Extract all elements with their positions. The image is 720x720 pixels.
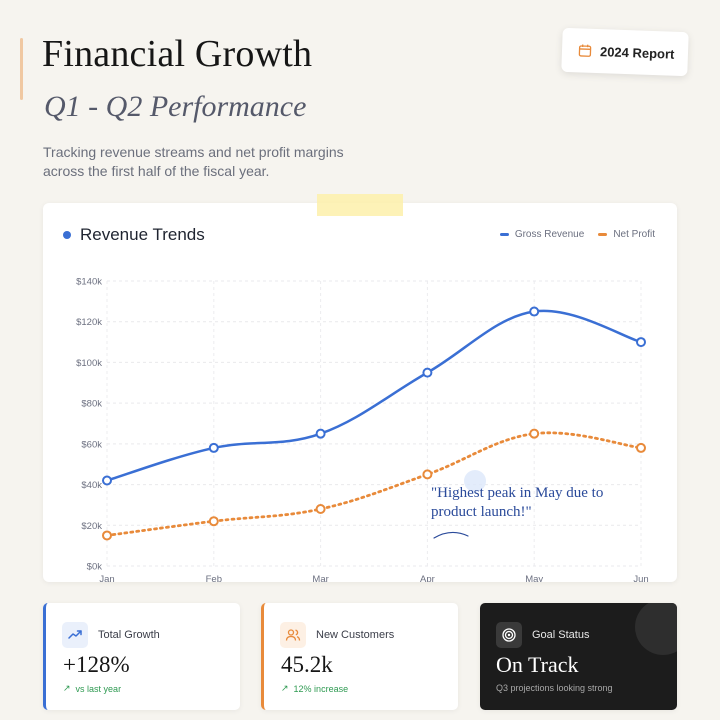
stat-card-total-growth[interactable]: Total Growth +128% ↗ vs last year — [43, 603, 240, 710]
chart-header: Revenue Trends — [63, 225, 205, 245]
y-tick-label: $60k — [81, 439, 102, 450]
stat-note: ↗ 12% increase — [281, 683, 348, 694]
data-point — [102, 475, 112, 486]
annotation-text: "Highest peak in May due to — [431, 485, 603, 501]
decorative-tape — [317, 194, 403, 216]
stat-note-text: vs last year — [75, 683, 122, 694]
data-point — [636, 337, 646, 348]
chart-title: Revenue Trends — [80, 225, 205, 244]
report-badge-label: 2024 Report — [599, 43, 675, 62]
revenue-chart: $0k $20k $40k $60k $80k $100k $120k $140k Jan Feb… — [76, 277, 649, 583]
y-tick-label: $80k — [81, 399, 102, 410]
stat-note: Q3 projections looking strong — [496, 683, 613, 693]
annotation-text: product launch!" — [431, 504, 532, 520]
series-line-net-profit — [105, 431, 643, 537]
x-tick-label: Mar — [312, 574, 328, 582]
legend-label-net-profit: Net Profit — [613, 229, 655, 240]
report-badge[interactable]: 2024 Report — [561, 27, 689, 77]
data-point — [208, 442, 219, 453]
arrow-up-right-icon: ↗ — [63, 683, 71, 693]
page-title: Financial Growth — [42, 33, 313, 75]
stat-label: Goal Status — [532, 629, 590, 641]
stat-card-goal-status[interactable]: Goal Status On Track Q3 projections look… — [480, 603, 677, 710]
data-point — [102, 530, 112, 541]
stat-value: On Track — [496, 652, 579, 677]
decorative-circle — [635, 603, 677, 655]
legend-swatch-net-profit — [598, 233, 608, 236]
annotation-highlight — [464, 470, 486, 492]
y-tick-label: $120k — [76, 317, 102, 328]
data-point — [422, 367, 433, 378]
data-point — [529, 428, 540, 439]
stat-value: 45.2k — [281, 652, 333, 677]
legend-item-net-profit[interactable]: Net Profit — [598, 229, 655, 240]
stat-head: Total Growth — [62, 622, 160, 648]
x-tick-label: Apr — [420, 574, 435, 582]
data-point — [636, 442, 646, 453]
trending-up-icon — [62, 622, 88, 648]
stat-value: +128% — [63, 652, 130, 677]
title-accent-bar — [20, 38, 23, 100]
stat-label: Total Growth — [98, 629, 160, 641]
data-point — [315, 428, 326, 439]
x-tick-label: Jun — [633, 574, 648, 582]
arrow-up-right-icon: ↗ — [281, 683, 289, 693]
y-tick-label: $20k — [81, 521, 102, 532]
legend-swatch-gross-revenue — [499, 233, 509, 236]
stat-label: New Customers — [316, 629, 395, 641]
y-tick-label: $40k — [81, 480, 102, 491]
chart-legend: Gross Revenue Net Profit — [499, 229, 655, 240]
legend-label-gross-revenue: Gross Revenue — [514, 229, 585, 240]
chart-title-dot — [63, 231, 71, 239]
page-description: Tracking revenue streams and net profit … — [43, 144, 344, 179]
stat-card-new-customers[interactable]: New Customers 45.2k ↗ 12% increase — [261, 603, 458, 710]
stat-note: ↗ vs last year — [63, 683, 121, 694]
stat-head: New Customers — [280, 622, 394, 648]
x-tick-label: Feb — [206, 574, 222, 582]
data-point — [529, 306, 540, 317]
series-line-gross-revenue — [105, 309, 643, 482]
legend-item-gross-revenue[interactable]: Gross Revenue — [499, 229, 585, 240]
target-icon — [496, 622, 522, 648]
y-tick-label: $0k — [87, 562, 103, 573]
revenue-chart-card: $0k $20k $40k $60k $80k $100k $120k $140k Jan Feb… — [43, 203, 677, 582]
y-tick-label: $100k — [76, 358, 102, 369]
users-icon — [280, 622, 306, 648]
annotation-squiggle — [433, 531, 469, 539]
stat-note-text: 12% increase — [293, 683, 349, 694]
y-tick-label: $140k — [76, 277, 102, 288]
data-point — [315, 504, 326, 514]
page-subtitle: Q1 - Q2 Performance — [44, 90, 307, 123]
data-point — [422, 469, 433, 480]
x-tick-label: Jan — [99, 574, 114, 582]
calendar-icon — [578, 43, 592, 57]
stat-head: Goal Status — [496, 622, 589, 648]
stat-note-text: Q3 projections looking strong — [496, 683, 613, 693]
x-tick-label: May — [525, 574, 543, 582]
data-point — [208, 516, 219, 527]
